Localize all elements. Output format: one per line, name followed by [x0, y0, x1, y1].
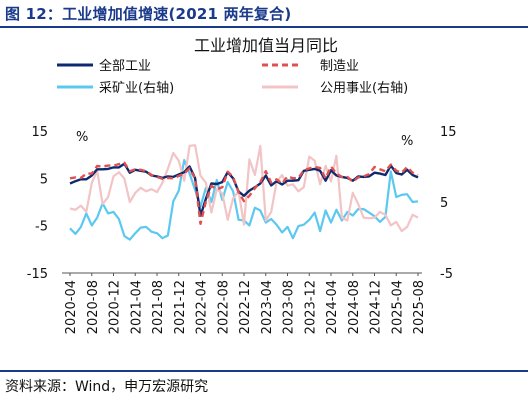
x-tick-labels: 2020-04 2020-08 2020-12 2021-04 2021-08 2021-… [64, 273, 427, 334]
x-tick-label-7: 2022-08 [216, 280, 231, 334]
x-tick-label-0: 2020-04 [64, 280, 79, 334]
y-left-tick-0: 15 [31, 125, 48, 140]
legend-item-1: 制造业 [262, 59, 359, 74]
chart-legend: 全部工业 制造业 采矿业(右轴) 公用事业(右轴) [57, 58, 408, 96]
x-tick-label-6: 2022-04 [195, 280, 210, 334]
x-tick-label-13: 2024-08 [347, 280, 362, 334]
series-line-3 [69, 144, 419, 233]
x-tick-label-11: 2023-12 [303, 280, 318, 334]
y-left-tick-labels: 15 5 -5 -15 [27, 125, 48, 282]
legend-label-2: 采矿业(右轴) [99, 81, 174, 96]
x-tick-label-9: 2023-04 [260, 280, 275, 334]
legend-label-0: 全部工业 [99, 58, 151, 74]
x-tick-label-5: 2021-12 [173, 280, 188, 334]
line-chart: 工业增加值当月同比 全部工业 制造业 采矿业(右轴) 公用事业(右轴) % % … [27, 36, 457, 334]
plot-area [69, 144, 419, 241]
legend-item-2: 采矿业(右轴) [57, 81, 174, 96]
series-line-1 [69, 161, 419, 226]
series-line-0 [69, 162, 419, 217]
x-tick-label-14: 2024-12 [369, 280, 384, 334]
y-right-unit: % [401, 134, 413, 149]
source-bar: 资料来源：Wind，申万宏源研究 [0, 370, 528, 400]
y-right-tick-2: -5 [440, 267, 453, 282]
x-tick-label-2: 2020-12 [108, 280, 123, 334]
y-right-tick-0: 15 [440, 125, 457, 140]
x-tick-label-12: 2024-04 [325, 280, 340, 334]
legend-label-1: 制造业 [320, 59, 359, 74]
source-note: 资料来源：Wind，申万宏源研究 [5, 379, 209, 395]
x-tick-label-4: 2021-08 [151, 280, 166, 334]
y-left-tick-1: 5 [40, 172, 48, 187]
y-left-tick-2: -5 [35, 220, 48, 235]
legend-item-3: 公用事业(右轴) [262, 81, 408, 96]
y-left-unit: % [76, 130, 88, 145]
chart-title: 工业增加值当月同比 [194, 36, 338, 55]
x-tick-label-16: 2025-08 [412, 280, 427, 334]
figure-title-bar: 图 12：工业增加值增速(2021 两年复合) [0, 0, 528, 28]
y-left-tick-3: -15 [27, 267, 48, 282]
x-tick-label-15: 2025-04 [390, 280, 405, 334]
y-right-tick-labels: 15 5 -5 [440, 125, 457, 282]
x-tick-label-8: 2022-12 [238, 280, 253, 334]
x-tick-label-1: 2020-08 [86, 280, 101, 334]
x-tick-label-10: 2023-08 [282, 280, 297, 334]
x-tick-label-3: 2021-04 [129, 280, 144, 334]
legend-item-0: 全部工业 [57, 58, 151, 74]
legend-label-3: 公用事业(右轴) [320, 81, 408, 96]
y-right-tick-1: 5 [440, 196, 448, 211]
figure-title: 图 12：工业增加值增速(2021 两年复合) [5, 5, 292, 23]
